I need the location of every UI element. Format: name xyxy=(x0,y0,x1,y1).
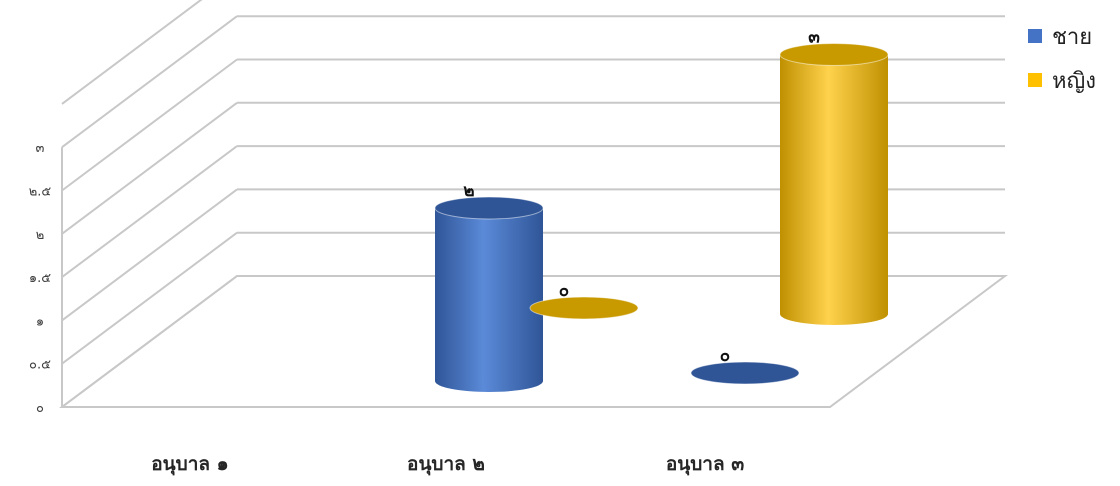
bar-body xyxy=(780,54,888,325)
y-tick-label: ๒.๕ xyxy=(29,185,52,200)
y-tick-label: ๑.๕ xyxy=(29,271,51,286)
x-tick-label: อนุบาล ๑ xyxy=(151,453,228,476)
bar-top xyxy=(529,296,639,320)
gridline-side xyxy=(61,15,238,149)
bar-male-1: ๒ xyxy=(434,181,544,392)
gridline-side xyxy=(61,58,238,192)
y-tick-label: ๒ xyxy=(36,228,45,243)
legend: ชาย หญิง xyxy=(1028,14,1096,102)
bar-female-1: ๐ xyxy=(529,281,639,320)
data-label: ๐ xyxy=(559,281,569,301)
legend-swatch-male xyxy=(1028,29,1042,43)
data-label: ๐ xyxy=(720,346,730,366)
chart-floor xyxy=(58,275,1009,408)
bar-female-2: ๓ xyxy=(779,28,889,325)
bar-body xyxy=(435,208,543,392)
bar-top xyxy=(690,361,800,385)
x-axis-ticks: อนุบาล ๑ อนุบาล ๒ อนุบาล ๓ xyxy=(151,453,744,476)
gridline-side xyxy=(61,231,238,365)
y-tick-label: ๐.๕ xyxy=(29,358,51,373)
gridline-side xyxy=(61,145,238,278)
legend-item-female: หญิง xyxy=(1028,58,1096,102)
legend-label-male: ชาย xyxy=(1052,24,1093,50)
y-tick-label: ๓ xyxy=(36,141,45,156)
y-axis-ticks: ๐ ๐.๕ ๑ ๑.๕ ๒ ๒.๕ ๓ xyxy=(29,141,52,416)
data-label: ๒ xyxy=(463,181,474,201)
bar-top xyxy=(779,43,889,66)
data-label: ๓ xyxy=(808,28,820,48)
bar-top xyxy=(434,196,544,220)
bar-male-2: ๐ xyxy=(690,346,800,385)
y-tick-label: ๐ xyxy=(36,401,44,416)
x-tick-label: อนุบาล ๓ xyxy=(666,453,744,476)
gridline-side xyxy=(61,101,238,235)
gridline-side xyxy=(61,188,238,322)
legend-swatch-female xyxy=(1028,73,1042,87)
y-tick-label: ๑ xyxy=(36,314,44,329)
gridline-side xyxy=(61,0,203,105)
legend-label-female: หญิง xyxy=(1052,68,1096,94)
legend-item-male: ชาย xyxy=(1028,14,1096,58)
x-tick-label: อนุบาล ๒ xyxy=(407,453,485,476)
